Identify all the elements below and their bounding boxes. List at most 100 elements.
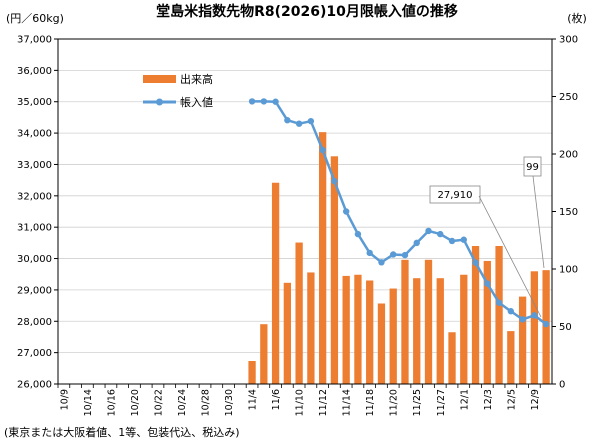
left-tick-label: 31,000 [17, 223, 52, 234]
x-tick-label: 11/25 [412, 389, 423, 416]
price-line-series [248, 98, 550, 328]
left-tick-label: 26,000 [17, 380, 52, 391]
x-tick-label: 11/6 [271, 389, 282, 410]
volume-bar [495, 246, 503, 384]
chart-title: 堂島米指数先物R8(2026)10月限帳入値の推移 [156, 3, 458, 20]
volume-callout-leader [532, 175, 545, 269]
right-tick-label: 200 [559, 150, 578, 161]
x-tick-label: 12/1 [459, 389, 470, 410]
price-point [390, 251, 397, 258]
price-point [248, 98, 256, 105]
volume-callout: 99 [523, 156, 545, 269]
volume-bar [483, 260, 491, 384]
volume-bar [436, 278, 444, 384]
price-point [472, 259, 479, 266]
x-tick-label: 10/16 [106, 389, 117, 416]
x-axis-ticks: 10/9 10/14 10/16 10/20 10/22 10/24 10/28 10/30 1… [57, 384, 541, 416]
volume-callout-text: 99 [526, 162, 539, 173]
price-point [401, 251, 409, 259]
x-tick-label: 10/14 [83, 389, 94, 416]
volume-bar [413, 278, 421, 384]
footnote: (東京または大阪着値、1等、包装代込、税込み) [4, 425, 240, 439]
x-tick-label: 10/20 [130, 389, 141, 416]
legend-line-marker [156, 98, 163, 106]
left-tick-label: 29,000 [17, 285, 52, 296]
x-tick-label: 11/27 [436, 389, 447, 416]
price-point [437, 230, 444, 238]
price-point [507, 308, 515, 315]
left-tick-label: 35,000 [17, 97, 52, 108]
x-tick-label: 10/28 [201, 389, 212, 416]
volume-bar [342, 275, 350, 384]
left-tick-label: 28,000 [17, 317, 52, 328]
left-tick-label: 27,000 [17, 348, 52, 359]
x-tick-label: 10/9 [59, 389, 70, 410]
price-point [484, 280, 491, 287]
x-tick-label: 12/3 [483, 389, 494, 410]
left-tick-label: 37,000 [17, 35, 52, 46]
right-axis-ticks: 0 50 100 150 200 250 300 [552, 35, 578, 391]
price-point [342, 208, 350, 215]
legend-bar-swatch [143, 75, 176, 83]
volume-bar [260, 324, 268, 384]
x-tick-label: 11/4 [248, 389, 259, 410]
price-callout: 27,910 [429, 185, 542, 318]
grid-lines [58, 69, 552, 354]
right-tick-label: 150 [559, 207, 578, 218]
price-point [495, 299, 503, 306]
left-tick-label: 32,000 [17, 191, 52, 202]
legend-line-label: 帳入値 [180, 95, 213, 109]
volume-bar [248, 361, 256, 384]
right-tick-label: 250 [559, 92, 578, 103]
volume-bar [354, 274, 362, 384]
volume-bar [530, 271, 539, 384]
volume-bar [271, 182, 280, 384]
price-point [295, 120, 303, 127]
legend: 出来高 帳入値 [143, 72, 213, 109]
volume-bar [330, 156, 339, 384]
price-point [272, 98, 279, 105]
price-callout-leader [478, 195, 542, 318]
price-point [460, 236, 467, 243]
volume-bar [283, 282, 292, 384]
price-point [366, 249, 373, 257]
right-tick-label: 50 [559, 322, 572, 333]
legend-bar-label: 出来高 [180, 72, 213, 86]
volume-callout-box [523, 156, 542, 177]
price-point [448, 237, 456, 245]
right-tick-label: 300 [559, 35, 578, 46]
price-point [260, 98, 268, 105]
price-point [331, 177, 338, 185]
volume-bar [448, 332, 456, 384]
x-tick-label: 11/14 [342, 389, 353, 416]
price-point [354, 230, 362, 238]
volume-bar [507, 331, 515, 384]
left-tick-label: 30,000 [17, 254, 52, 265]
price-point [319, 146, 326, 154]
volume-bar [295, 242, 303, 384]
left-tick-label: 33,000 [17, 160, 52, 171]
volume-bar [518, 296, 527, 384]
volume-bar [471, 246, 480, 384]
x-tick-label: 12/5 [506, 389, 517, 410]
volume-bar [307, 272, 315, 384]
volume-bar [424, 259, 433, 384]
price-point [307, 117, 315, 125]
price-point [378, 259, 385, 266]
price-point [542, 320, 550, 328]
volume-bar [389, 288, 397, 384]
price-point [413, 239, 420, 247]
x-tick-label: 11/20 [389, 389, 400, 416]
right-tick-label: 0 [559, 380, 565, 391]
x-tick-label: 10/30 [224, 389, 235, 416]
volume-bar [460, 274, 468, 384]
volume-bar [377, 303, 386, 384]
left-tick-label: 34,000 [17, 129, 52, 140]
x-tick-label: 10/24 [177, 389, 188, 416]
x-tick-label: 12/9 [530, 389, 541, 410]
left-axis-ticks: 26,000 27,000 28,000 29,000 30,000 31,000 32,0… [17, 35, 58, 391]
volume-bars [248, 132, 550, 384]
right-tick-label: 100 [559, 265, 578, 276]
volume-bar [318, 132, 327, 384]
x-tick-label: 11/12 [318, 389, 329, 416]
